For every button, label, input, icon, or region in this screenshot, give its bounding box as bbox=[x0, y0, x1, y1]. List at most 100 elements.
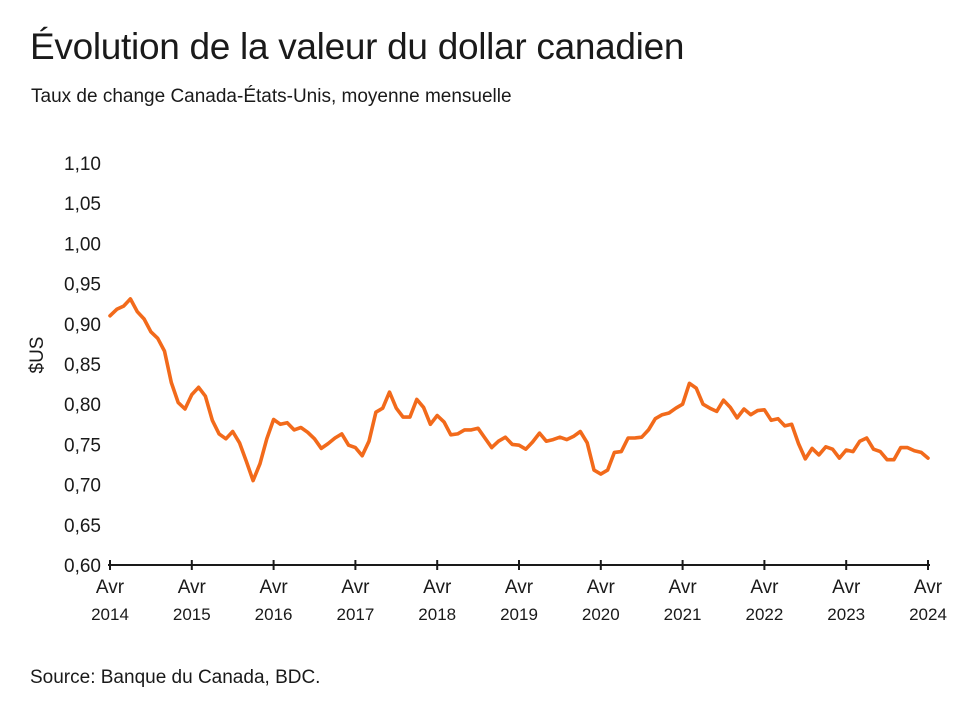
data-point bbox=[708, 407, 712, 410]
data-point bbox=[763, 408, 766, 411]
data-point bbox=[177, 401, 180, 404]
x-tick-year: 2020 bbox=[582, 605, 620, 624]
x-tick-year: 2014 bbox=[91, 605, 129, 624]
data-point bbox=[920, 451, 923, 454]
data-point bbox=[742, 407, 746, 411]
data-point bbox=[804, 457, 807, 461]
chart-title: Évolution de la valeur du dollar canadie… bbox=[30, 26, 685, 67]
data-point bbox=[108, 314, 112, 317]
data-point bbox=[429, 423, 432, 426]
data-point bbox=[497, 440, 500, 443]
data-point bbox=[551, 438, 555, 441]
data-point bbox=[674, 407, 677, 410]
x-tick-month: Avr bbox=[96, 577, 125, 598]
data-point bbox=[831, 448, 834, 451]
data-point bbox=[688, 382, 691, 385]
data-point bbox=[626, 436, 630, 440]
data-point bbox=[599, 472, 602, 476]
y-tick-label: 0,75 bbox=[64, 435, 101, 456]
data-point bbox=[851, 450, 855, 453]
data-point bbox=[749, 413, 752, 416]
x-tick-month: Avr bbox=[587, 577, 616, 598]
x-tick-month: Avr bbox=[914, 577, 943, 598]
data-point bbox=[586, 441, 589, 444]
data-point bbox=[483, 436, 487, 440]
x-tick-month: Avr bbox=[341, 577, 370, 598]
y-axis-ticks: 1,10 1,05 1,00 0,95 0,90 0,85 0,80 0,75 0,70 0,65… bbox=[64, 154, 101, 577]
data-point bbox=[824, 445, 827, 448]
source-note: Source: Banque du Canada, BDC. bbox=[30, 667, 321, 688]
data-point bbox=[926, 456, 930, 460]
data-point bbox=[872, 448, 875, 451]
x-tick-year: 2017 bbox=[336, 605, 374, 624]
data-point bbox=[565, 438, 568, 441]
data-point bbox=[320, 447, 323, 450]
data-point bbox=[913, 449, 916, 452]
data-point bbox=[299, 426, 303, 429]
data-point bbox=[838, 456, 841, 460]
data-point bbox=[470, 428, 473, 432]
data-point bbox=[292, 428, 296, 432]
data-point bbox=[313, 437, 316, 440]
data-point bbox=[251, 479, 255, 482]
data-point bbox=[790, 423, 793, 426]
data-point bbox=[422, 406, 425, 409]
data-point bbox=[408, 415, 412, 419]
x-tick-year: 2024 bbox=[909, 605, 947, 624]
data-point bbox=[367, 440, 371, 443]
data-point bbox=[265, 437, 268, 440]
data-point bbox=[204, 395, 207, 398]
data-point bbox=[538, 431, 541, 435]
x-tick-year: 2018 bbox=[418, 605, 456, 624]
chart-subtitle: Taux de change Canada-États-Unis, moyenn… bbox=[31, 86, 512, 107]
data-point bbox=[845, 448, 848, 452]
data-point bbox=[136, 310, 139, 313]
data-point bbox=[115, 308, 119, 311]
data-point bbox=[347, 444, 350, 447]
data-point bbox=[258, 462, 262, 465]
y-tick-label: 0,85 bbox=[64, 355, 101, 376]
data-point bbox=[885, 458, 889, 461]
data-point bbox=[722, 399, 725, 402]
data-point bbox=[238, 441, 241, 444]
data-point bbox=[436, 414, 439, 417]
data-point bbox=[286, 421, 289, 424]
data-point bbox=[224, 437, 228, 440]
data-point bbox=[326, 442, 330, 445]
data-point bbox=[810, 447, 814, 450]
data-point bbox=[122, 304, 125, 308]
data-point bbox=[511, 443, 514, 446]
data-point bbox=[129, 297, 132, 301]
data-point bbox=[906, 446, 909, 449]
y-tick-label: 0,60 bbox=[64, 556, 101, 577]
data-point bbox=[783, 424, 786, 428]
data-point bbox=[572, 435, 575, 438]
data-point bbox=[170, 381, 173, 384]
x-tick-year: 2023 bbox=[827, 605, 865, 624]
data-point bbox=[279, 423, 282, 426]
data-point bbox=[217, 432, 221, 436]
data-point bbox=[231, 430, 234, 433]
data-point bbox=[490, 446, 493, 449]
x-tick-year: 2022 bbox=[745, 605, 783, 624]
y-tick-label: 1,05 bbox=[64, 194, 101, 215]
x-tick-year: 2019 bbox=[500, 605, 538, 624]
data-point bbox=[381, 407, 384, 410]
data-point bbox=[892, 458, 896, 461]
x-tick-month: Avr bbox=[505, 577, 534, 598]
data-point bbox=[517, 444, 521, 447]
data-point bbox=[149, 330, 153, 333]
y-tick-label: 1,10 bbox=[64, 154, 101, 175]
data-point bbox=[647, 428, 650, 432]
x-tick-month: Avr bbox=[423, 577, 452, 598]
data-point bbox=[374, 411, 378, 414]
data-point bbox=[476, 427, 480, 430]
x-tick-year: 2021 bbox=[664, 605, 702, 624]
data-point bbox=[163, 349, 166, 353]
data-point bbox=[156, 337, 159, 340]
data-point bbox=[899, 446, 902, 449]
data-point bbox=[579, 430, 582, 433]
x-tick-year: 2015 bbox=[173, 605, 211, 624]
data-point bbox=[667, 411, 671, 415]
